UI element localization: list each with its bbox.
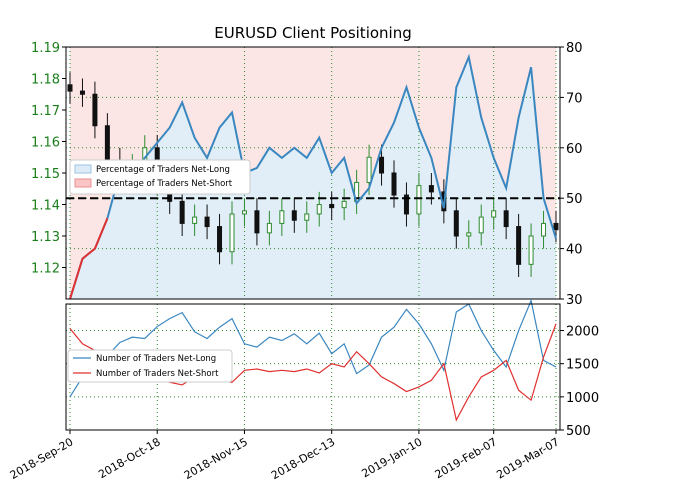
x-tick-label: 2018-Sep-20: [8, 435, 76, 482]
bottom-right-tick-label: 500: [566, 424, 591, 439]
price-candle: [229, 213, 235, 253]
price-candle: [266, 222, 272, 234]
price-candle: [453, 210, 459, 237]
price-candle: [403, 194, 409, 215]
bottom-panel: 500 1000 1500 2000 Number of Traders Net-Lon…: [65, 298, 599, 439]
price-candle: [67, 84, 73, 92]
bottom-right-tick-label: 2000: [566, 325, 599, 340]
bottom-right-tick-label: 1000: [566, 391, 599, 406]
price-candle: [416, 185, 422, 215]
price-candle: [491, 210, 497, 218]
left-tick-label: 1.14: [31, 199, 60, 214]
legend-net-short-label: Percentage of Traders Net-Short: [96, 179, 233, 189]
right-tick-label: 40: [566, 243, 583, 258]
bottom-right-tick-label: 1500: [566, 358, 599, 373]
x-tick-label: 2018-Dec-13: [269, 435, 337, 482]
price-candle: [204, 216, 210, 228]
price-candle: [553, 222, 559, 231]
right-tick-label: 60: [566, 142, 583, 157]
left-tick-label: 1.16: [31, 136, 60, 151]
x-axis: 2018-Sep-20 2018-Oct-18 2018-Nov-15 2018-De…: [8, 430, 562, 482]
bottom-legend: Number of Traders Net-Long Number of Trad…: [67, 349, 233, 383]
price-candle: [466, 232, 472, 237]
x-tick-label: 2019-Feb-07: [433, 435, 500, 481]
left-tick-label: 1.12: [31, 262, 60, 277]
price-candle: [279, 210, 285, 224]
net-long-area: [70, 57, 556, 299]
bottom-panel-frame: [65, 303, 561, 431]
x-tick-label: 2018-Oct-18: [96, 435, 162, 481]
x-tick-label: 2019-Jan-10: [359, 435, 424, 480]
legend-net-long-label: Percentage of Traders Net-Long: [96, 165, 230, 175]
price-candle: [528, 235, 534, 265]
x-tick-label: 2019-Mar-07: [494, 435, 561, 481]
left-tick-label: 1.15: [31, 167, 60, 182]
price-candle: [478, 216, 484, 234]
price-candle: [316, 204, 322, 215]
price-candle: [541, 222, 547, 237]
right-tick-label: 50: [566, 192, 583, 207]
price-candle: [104, 125, 110, 161]
price-candle: [254, 210, 260, 234]
price-candle: [341, 200, 347, 209]
right-tick-label: 80: [566, 41, 583, 56]
left-tick-label: 1.17: [31, 104, 60, 119]
left-tick-label: 1.13: [31, 230, 60, 245]
price-candle: [503, 210, 509, 228]
traders-net-long-line: [69, 298, 557, 398]
net-long-pct-line: [69, 53, 557, 300]
right-tick-label: 30: [566, 293, 583, 308]
top-panel: 1.12 1.13 1.14 1.15 1.16 1.17 1.18 1.19 30 40 50 60…: [31, 41, 583, 308]
legend-short-count-label: Number of Traders Net-Short: [96, 369, 219, 379]
price-candle: [92, 93, 98, 127]
price-candle: [366, 156, 372, 183]
price-candle: [329, 204, 335, 209]
bottom-legend-box: [67, 349, 233, 383]
net-short-swatch: [74, 178, 92, 188]
price-candle: [217, 226, 223, 253]
price-candle: [291, 210, 297, 221]
price-candle: [179, 200, 185, 224]
price-candle: [79, 90, 85, 95]
price-candle: [192, 216, 198, 224]
price-candle: [379, 156, 385, 174]
left-tick-label: 1.18: [31, 73, 60, 88]
left-tick-label: 1.19: [31, 41, 60, 56]
price-candle: [241, 210, 247, 215]
price-candle: [428, 185, 434, 193]
legend-long-count-label: Number of Traders Net-Long: [96, 354, 216, 364]
price-candle: [516, 226, 522, 265]
net-long-swatch: [74, 164, 92, 174]
chart-title: EURUSD Client Positioning: [214, 24, 412, 42]
price-candle: [391, 172, 397, 196]
net-short-area: [70, 47, 556, 299]
right-tick-label: 70: [566, 91, 583, 106]
top-legend-box: [69, 159, 251, 195]
x-tick-label: 2018-Nov-15: [182, 435, 250, 482]
top-legend: Percentage of Traders Net-Long Percentage…: [69, 159, 251, 195]
price-candle: [304, 213, 310, 221]
